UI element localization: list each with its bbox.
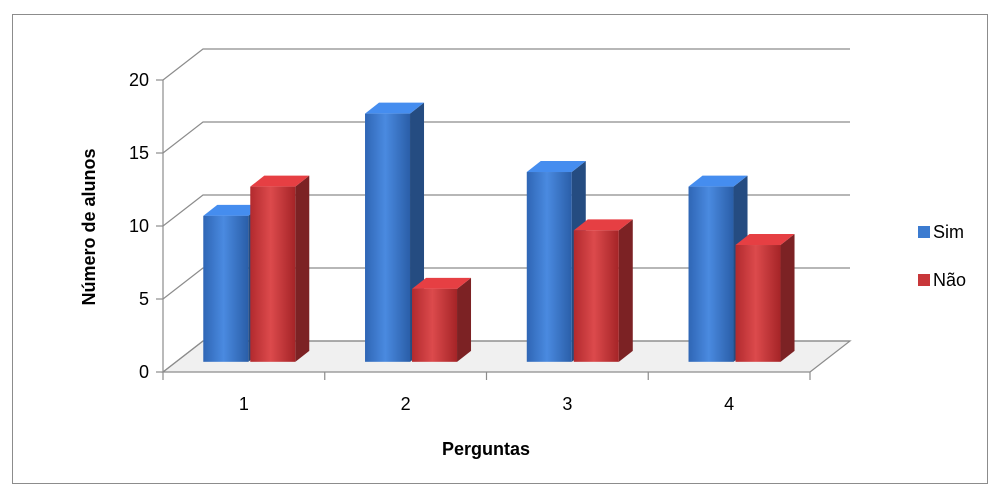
legend-label-não: Não xyxy=(933,270,966,290)
x-tick-label: 2 xyxy=(401,394,411,414)
gridline xyxy=(162,267,850,300)
y-tick-label: 5 xyxy=(139,289,149,309)
x-tick-label: 4 xyxy=(724,394,734,414)
gridlines xyxy=(162,48,850,373)
axes xyxy=(156,79,811,380)
legend-swatch-não xyxy=(918,274,930,286)
y-axis-title: Número de alunos xyxy=(79,148,99,305)
gridline xyxy=(162,194,850,227)
x-tick-label: 3 xyxy=(562,394,572,414)
y-tick-label: 15 xyxy=(129,143,149,163)
bars xyxy=(203,102,795,362)
bar-não-3 xyxy=(573,219,633,362)
legend-swatch-sim xyxy=(918,226,930,238)
x-axis-title: Perguntas xyxy=(442,439,530,459)
gridline xyxy=(162,121,850,154)
y-tick-label: 0 xyxy=(139,362,149,382)
tick-labels: 0 5 10 15 20 1 2 3 4 xyxy=(129,70,734,414)
legend-label-sim: Sim xyxy=(933,222,964,242)
gridline xyxy=(162,340,850,373)
chart-frame xyxy=(12,14,988,484)
x-tick-label: 1 xyxy=(239,394,249,414)
bar-não-1 xyxy=(250,175,310,362)
gridline xyxy=(162,48,850,81)
y-tick-label: 20 xyxy=(129,70,149,90)
bar-não-2 xyxy=(412,277,472,362)
y-tick-label: 10 xyxy=(129,216,149,236)
legend: Sim Não xyxy=(918,222,966,290)
bar-não-4 xyxy=(735,234,795,362)
